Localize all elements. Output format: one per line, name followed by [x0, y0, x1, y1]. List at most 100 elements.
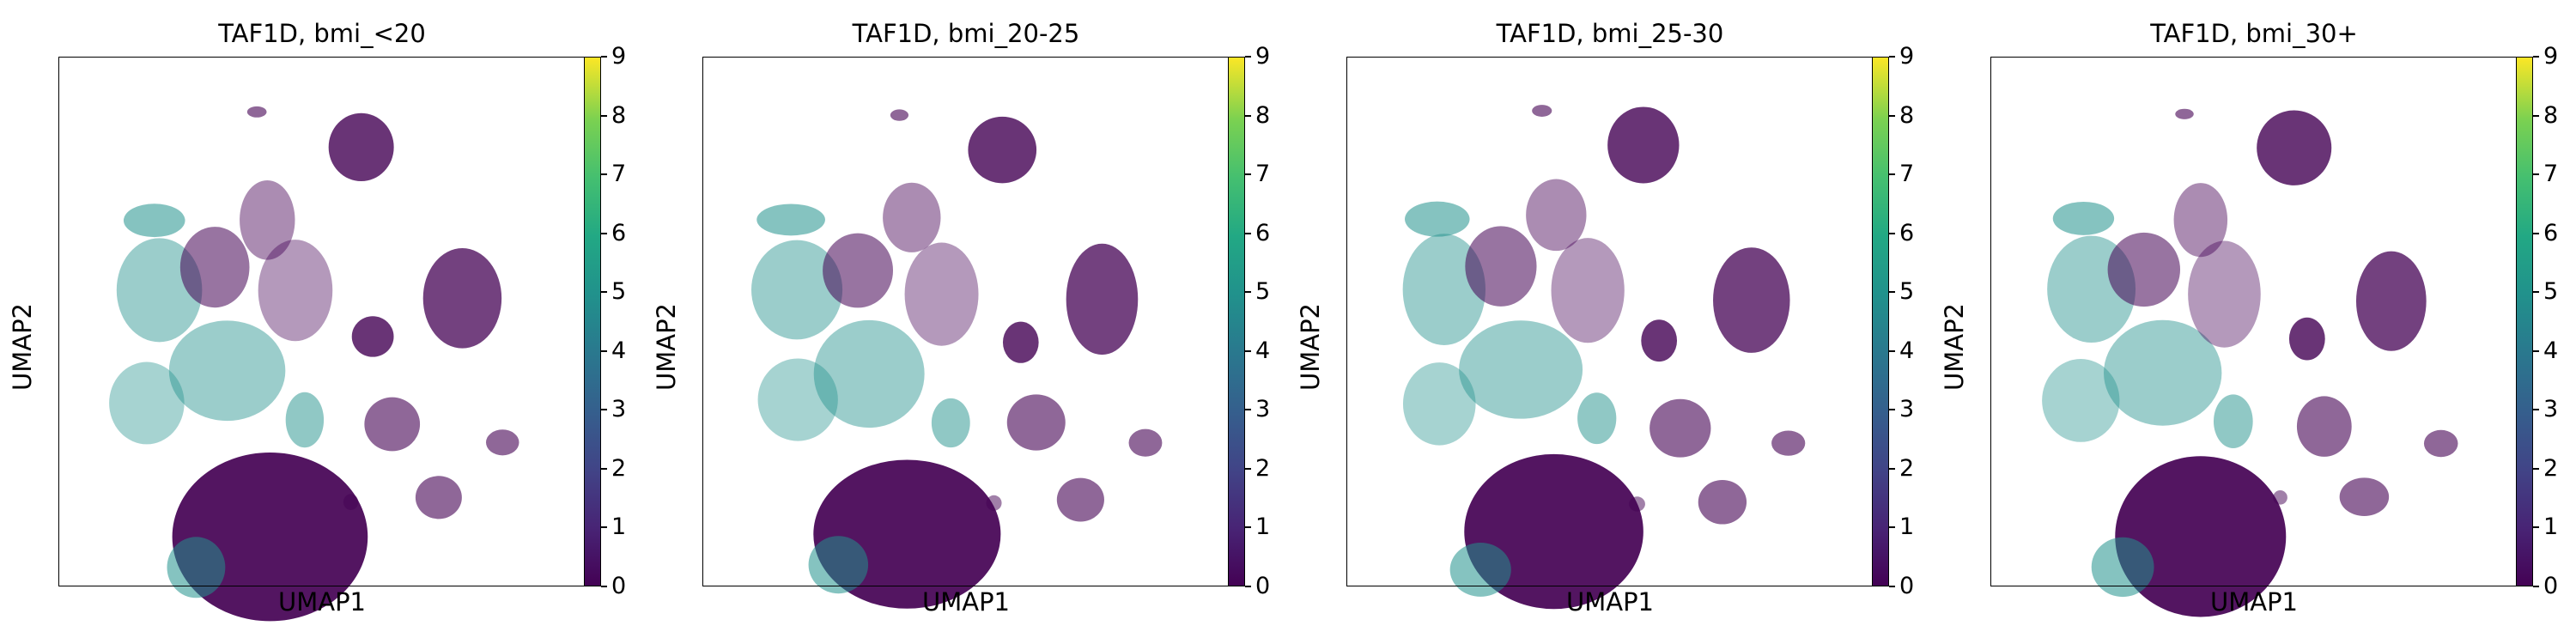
- colorbar-tick-label: 3: [1255, 396, 1271, 423]
- colorbar-tick-label: 3: [2543, 396, 2559, 423]
- cell-cluster-1: [123, 204, 185, 238]
- colorbar-tick-mark: [2533, 232, 2539, 234]
- cell-cluster-17: [986, 495, 1002, 511]
- colorbar-tick-mark: [1245, 349, 1251, 352]
- colorbar-tick-mark: [2533, 349, 2539, 352]
- colorbar-tick-mark: [1889, 56, 1895, 58]
- colorbar-tick-label: 2: [1255, 454, 1271, 482]
- colorbar-tick-label: 8: [2543, 101, 2559, 129]
- colorbar-tick-label: 2: [611, 454, 627, 482]
- cell-cluster-15: [167, 537, 226, 598]
- cell-cluster-8: [328, 112, 394, 182]
- colorbar-tick-label: 4: [611, 337, 627, 364]
- cell-cluster-3: [1465, 226, 1537, 307]
- colorbar-tick-mark: [601, 114, 607, 117]
- cell-cluster-6: [2173, 183, 2228, 258]
- cell-cluster-8: [1607, 106, 1680, 184]
- colorbar-tick-label: 5: [1255, 278, 1271, 306]
- cell-cluster-16: [1128, 428, 1163, 457]
- cell-cluster-15: [808, 536, 869, 594]
- cell-cluster-15: [2091, 537, 2154, 598]
- colorbar-tick-label: 0: [2543, 573, 2559, 599]
- colorbar-tick-label: 1: [2543, 513, 2559, 541]
- cell-cluster-7: [258, 240, 333, 342]
- umap-scatter: [2042, 108, 2458, 617]
- cell-cluster-1: [1405, 201, 1470, 237]
- cell-cluster-2: [751, 240, 843, 340]
- colorbar-tick-label: 7: [1899, 161, 1915, 188]
- colorbar-tick-label: 5: [2543, 278, 2559, 306]
- cell-cluster-9: [351, 316, 394, 357]
- colorbar-tick-label: 9: [1255, 43, 1271, 70]
- cell-cluster-13: [415, 476, 462, 519]
- cell-cluster-8: [2257, 110, 2332, 185]
- colorbar-tick-mark: [1889, 586, 1895, 587]
- colorbar: [2516, 57, 2533, 586]
- y-axis-label: UMAP2: [1296, 302, 1325, 392]
- colorbar-tick-mark: [1889, 114, 1895, 117]
- cell-cluster-12: [364, 397, 421, 452]
- colorbar-tick-mark: [1245, 291, 1251, 294]
- cell-cluster-10: [2355, 251, 2427, 351]
- colorbar-tick-mark: [1245, 467, 1251, 470]
- colorbar-tick-mark: [1889, 349, 1895, 352]
- cell-cluster-4: [813, 319, 925, 428]
- umap-panel-1: TAF1D, bmi_<20 UMAP1 UMAP2 0 1 2 3 4 5 6 7 8 9: [0, 0, 644, 644]
- colorbar-tick-mark: [601, 467, 607, 470]
- colorbar-gradient: [1872, 57, 1889, 586]
- colorbar-tick-label: 7: [2543, 161, 2559, 188]
- colorbar-tick-label: 6: [1255, 219, 1271, 246]
- colorbar-tick-mark: [1245, 526, 1251, 529]
- colorbar-tick-mark: [601, 349, 607, 352]
- colorbar-tick-mark: [1889, 526, 1895, 529]
- cell-cluster-5: [757, 358, 838, 441]
- x-axis-label: UMAP1: [1565, 587, 1655, 617]
- cell-cluster-16: [1771, 430, 1806, 456]
- cell-cluster-9: [1002, 321, 1039, 363]
- colorbar-tick-mark: [601, 586, 607, 587]
- cell-cluster-17: [343, 494, 359, 511]
- colorbar-tick-label: 6: [611, 219, 627, 246]
- colorbar-tick-mark: [1245, 586, 1251, 587]
- colorbar-tick-label: 9: [1899, 43, 1915, 70]
- colorbar-tick-mark: [1245, 232, 1251, 234]
- colorbar-tick-mark: [2533, 114, 2539, 117]
- cell-cluster-5: [2042, 359, 2120, 442]
- colorbar-tick-label: 8: [611, 101, 627, 129]
- panel-title: TAF1D, bmi_<20: [218, 19, 426, 48]
- colorbar: [584, 57, 601, 586]
- cell-cluster-6: [1526, 179, 1587, 252]
- colorbar-tick-label: 5: [611, 278, 627, 306]
- cell-cluster-4: [2103, 319, 2222, 426]
- cell-cluster-17: [1629, 496, 1645, 512]
- colorbar-tick-label: 6: [2543, 219, 2559, 246]
- cell-cluster-18: [890, 109, 909, 121]
- cell-cluster-13: [2339, 477, 2390, 516]
- cell-cluster-18: [246, 106, 267, 118]
- colorbar-tick-label: 0: [1255, 573, 1271, 599]
- colorbar-tick-label: 1: [611, 513, 627, 541]
- umap-scatter: [751, 109, 1163, 609]
- x-axis-label: UMAP1: [2209, 587, 2299, 617]
- cell-cluster-2: [1402, 234, 1486, 346]
- umap-panel-3: TAF1D, bmi_25-30 UMAP1 UMAP2 0 1 2 3 4 5 6 7 8 9: [1288, 0, 1932, 644]
- colorbar-tick-label: 7: [1255, 161, 1271, 188]
- umap-scatter: [1402, 105, 1806, 610]
- cell-cluster-12: [1649, 398, 1711, 458]
- umap-scatter: [109, 106, 519, 622]
- colorbar-tick-label: 8: [1899, 101, 1915, 129]
- cell-cluster-11: [1577, 392, 1617, 445]
- colorbar-gradient: [1228, 57, 1245, 586]
- cell-cluster-16: [2423, 429, 2458, 458]
- cell-cluster-6: [240, 179, 295, 260]
- colorbar-tick-mark: [1245, 114, 1251, 117]
- colorbar-tick-label: 4: [1255, 337, 1271, 364]
- colorbar-gradient: [584, 57, 601, 586]
- colorbar-tick-label: 7: [611, 161, 627, 188]
- colorbar-tick-label: 1: [1255, 513, 1271, 541]
- colorbar-tick-mark: [1889, 409, 1895, 411]
- colorbar-tick-mark: [2533, 467, 2539, 470]
- umap-panel-2: TAF1D, bmi_20-25 UMAP1 UMAP2 0 1 2 3 4 5 6 7 8 9: [644, 0, 1288, 644]
- cell-cluster-12: [1006, 394, 1066, 451]
- cell-cluster-3: [179, 227, 250, 308]
